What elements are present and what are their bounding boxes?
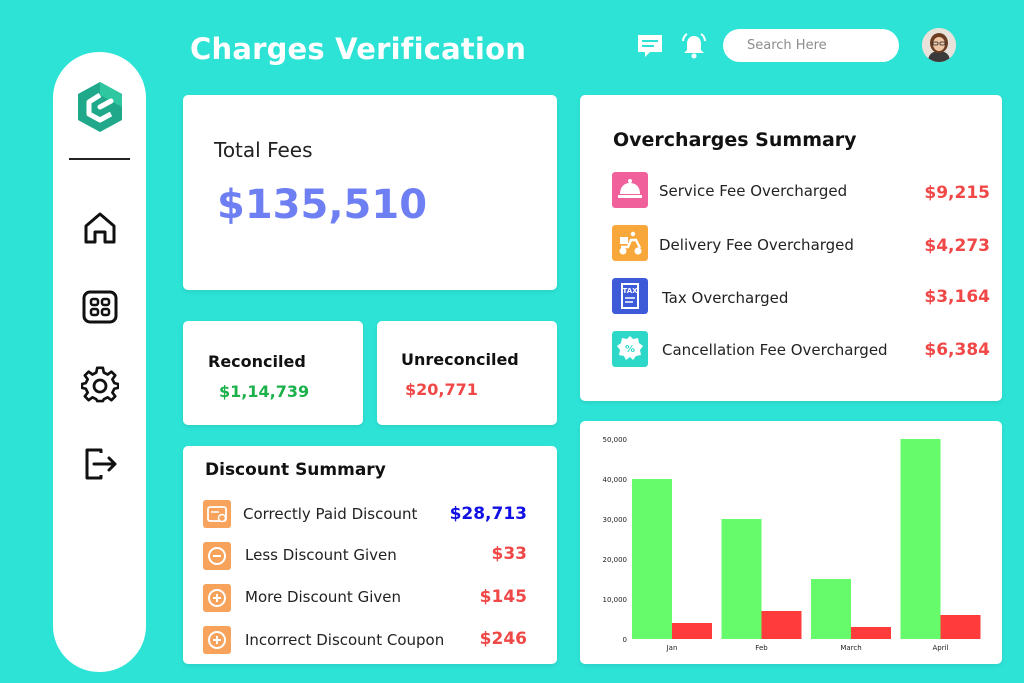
total-fees-card: Total Fees $135,510 <box>183 95 557 290</box>
reconciled-label: Reconciled <box>208 352 306 371</box>
page-title: Charges Verification <box>190 32 527 66</box>
y-tick-label: 40,000 <box>603 476 628 484</box>
discount-row-value: $33 <box>491 544 528 564</box>
y-tick-label: 10,000 <box>603 596 628 604</box>
overcharge-row-label: Cancellation Fee Overcharged <box>662 341 888 359</box>
service-bell-icon <box>612 172 648 208</box>
home-icon[interactable] <box>81 209 119 247</box>
discount-row-value: $246 <box>479 629 527 649</box>
unreconciled-value: $20,771 <box>405 380 478 399</box>
bell-icon[interactable] <box>680 32 708 60</box>
search-input[interactable] <box>723 29 899 62</box>
sidebar <box>53 52 146 672</box>
discount-summary-title: Discount Summary <box>205 460 386 480</box>
chart-bar <box>900 439 941 639</box>
overcharge-row-value: $4,273 <box>924 236 990 256</box>
chart-bar <box>632 479 672 639</box>
overcharge-row-label: Tax Overcharged <box>662 289 789 307</box>
chart-card: 0 10,000 20,000 30,000 40,000 50,000 Jan Feb Mar… <box>580 421 1002 664</box>
avatar[interactable] <box>922 28 956 62</box>
delivery-scooter-icon <box>612 225 648 261</box>
sidebar-divider <box>69 158 130 160</box>
x-tick-label: March <box>840 644 861 652</box>
discount-row-label: Less Discount Given <box>245 546 397 564</box>
overcharge-row-label: Delivery Fee Overcharged <box>659 236 854 254</box>
y-tick-label: 0 <box>623 636 627 644</box>
x-tick-label: Feb <box>755 644 768 652</box>
bar-chart: 0 10,000 20,000 30,000 40,000 50,000 Jan Feb Mar… <box>603 436 981 652</box>
minus-circle-icon <box>203 542 231 570</box>
y-tick-label: 50,000 <box>603 436 628 444</box>
chart-bar <box>721 519 762 639</box>
brand-logo-icon <box>78 82 122 132</box>
overcharges-summary-card: Overcharges Summary Service Fee Overchar… <box>580 95 1002 401</box>
discount-row-label: Correctly Paid Discount <box>243 505 418 523</box>
discount-row-value: $145 <box>479 587 527 607</box>
overcharge-row-label: Service Fee Overcharged <box>659 182 848 200</box>
y-tick-label: 30,000 <box>603 516 628 524</box>
reconciled-value: $1,14,739 <box>219 382 310 401</box>
plus-circle-icon <box>203 584 231 612</box>
svg-text:TAX: TAX <box>622 287 638 295</box>
plus-circle-icon <box>203 626 231 654</box>
svg-text:%: % <box>625 344 635 355</box>
chart-bar <box>672 623 712 639</box>
gear-icon[interactable] <box>81 366 119 404</box>
discount-row-value: $28,713 <box>449 504 527 524</box>
chart-bar <box>940 615 981 639</box>
total-fees-label: Total Fees <box>214 138 313 162</box>
user-avatar-icon <box>922 28 956 62</box>
overcharges-summary-title: Overcharges Summary <box>613 129 857 151</box>
discount-row-label: More Discount Given <box>245 588 401 606</box>
unreconciled-label: Unreconciled <box>401 350 519 369</box>
tax-document-icon: TAX <box>612 278 648 314</box>
chat-icon[interactable] <box>636 32 664 60</box>
overcharge-row-value: $9,215 <box>924 183 990 203</box>
receipt-check-icon <box>203 500 231 528</box>
chart-bar <box>761 611 802 639</box>
total-fees-value: $135,510 <box>217 182 428 228</box>
overcharge-row-value: $3,164 <box>924 287 990 307</box>
reconciled-card: Reconciled $1,14,739 <box>183 321 363 425</box>
x-tick-label: April <box>933 644 949 652</box>
overcharge-row-value: $6,384 <box>924 340 990 360</box>
logout-icon[interactable] <box>81 445 119 483</box>
discount-row-label: Incorrect Discount Coupon <box>245 631 445 649</box>
discount-summary-card: Discount Summary Correctly Paid Discount… <box>183 446 557 664</box>
grid-icon[interactable] <box>81 288 119 326</box>
y-tick-label: 20,000 <box>603 556 628 564</box>
percent-badge-icon: % <box>612 331 648 367</box>
x-tick-label: Jan <box>666 644 678 652</box>
chart-bar <box>811 579 851 639</box>
chart-bar <box>851 627 891 639</box>
unreconciled-card: Unreconciled $20,771 <box>377 321 557 425</box>
